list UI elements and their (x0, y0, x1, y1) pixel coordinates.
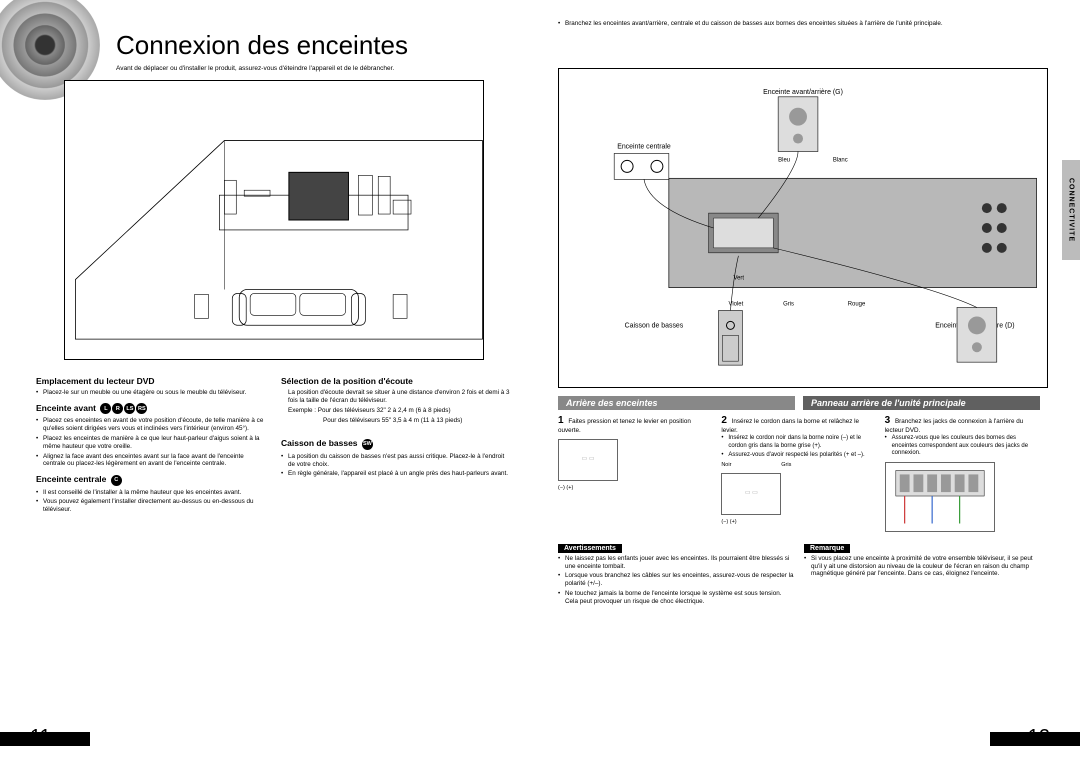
step2-figure: ▭ ▭ (721, 473, 781, 515)
center-b1: Il est conseillé de l'installer à la mêm… (36, 489, 267, 497)
front-b3: Alignez la face avant des enceintes avan… (36, 453, 267, 469)
step2-lbl: (−) (+) (721, 519, 736, 526)
banner-row: Arrière des enceintes Panneau arrière de… (558, 396, 1040, 410)
svg-text:Enceinte avant/arrière (G): Enceinte avant/arrière (G) (763, 89, 843, 96)
badge-RS: RS (136, 403, 147, 414)
step3-figure (885, 462, 995, 532)
rem-label: Remarque (804, 544, 850, 553)
badge-SW: SW (362, 439, 373, 450)
pagenum-left: 11 (30, 726, 51, 749)
step1-num: 1 (558, 415, 564, 426)
top-note: Branchez les enceintes avant/arrière, ce… (558, 20, 1040, 28)
badge-R: R (112, 403, 123, 414)
front-badges: L R LS RS (100, 403, 147, 414)
page-left: Connexion des enceintes Avant de déplace… (0, 0, 540, 763)
step3-num: 3 (885, 415, 891, 426)
badge-C: C (111, 475, 122, 486)
sect-dvd-title: Emplacement du lecteur DVD (36, 376, 267, 386)
sect-front-title: Enceinte avant L R LS RS (36, 403, 267, 414)
pagenum-right: 12 (1028, 726, 1050, 749)
sect-sub-title: Caisson de basses SW (281, 438, 512, 449)
sect-listen-title: Sélection de la position d'écoute (281, 376, 512, 386)
step1-text: Faites pression et tenez le levier en po… (558, 418, 691, 435)
sect-sub-label: Caisson de basses (281, 438, 358, 448)
step1-figure: ▭ ▭ (558, 439, 618, 481)
warn-b1: Ne laissez pas les enfants jouer avec le… (558, 555, 794, 571)
svg-text:Blanc: Blanc (833, 157, 848, 163)
badge-LS: LS (124, 403, 135, 414)
step3-text: Branchez les jacks de connexion à l'arri… (885, 418, 1024, 435)
warn-b3: Ne touchez jamais la borne de l'enceinte… (558, 590, 794, 606)
center-b2: Vous pouvez également l'installer direct… (36, 498, 267, 514)
svg-text:Vert: Vert (733, 276, 744, 282)
bottom-columns: Avertissements Ne laissez pas les enfant… (558, 540, 1040, 608)
warn-b2: Lorsque vous branchez les câbles sur les… (558, 572, 794, 588)
steps-row: 1 Faites pression et tenez le levier en … (558, 415, 1040, 536)
step-3: 3 Branchez les jacks de connexion à l'ar… (885, 415, 1040, 536)
page-title: Connexion des enceintes (116, 30, 512, 61)
left-columns: Emplacement du lecteur DVD Placez-le sur… (36, 370, 512, 516)
sect-dvd-b1: Placez-le sur un meuble ou une étagère o… (36, 389, 267, 397)
banner-rear-unit: Panneau arrière de l'unité principale (803, 396, 1040, 410)
svg-text:Enceinte centrale: Enceinte centrale (617, 143, 671, 150)
listen-p2: Exemple : Pour des téléviseurs 32" 2 à 2… (281, 407, 512, 415)
sect-center-title: Enceinte centrale C (36, 474, 267, 485)
wiring-diagram: Enceinte avant/arrière (G) Enceinte cent… (558, 68, 1048, 388)
page-right: Branchez les enceintes avant/arrière, ce… (540, 0, 1080, 763)
step2-noir: Noir (721, 462, 731, 469)
step2-num: 2 (721, 415, 727, 426)
front-b1: Placez ces enceintes en avant de votre p… (36, 417, 267, 433)
banner-rear-speakers: Arrière des enceintes (558, 396, 795, 410)
step2-b1: Insérez le cordon noir dans la borne noi… (721, 435, 876, 450)
sect-center-label: Enceinte centrale (36, 474, 106, 484)
step-1: 1 Faites pression et tenez le levier en … (558, 415, 713, 536)
side-tab: CONNECTIVITE (1062, 160, 1080, 260)
listen-p1: La position d'écoute devrait se situer à… (281, 389, 512, 405)
rem-b1: Si vous placez une enceinte à proximité … (804, 555, 1040, 579)
svg-text:Rouge: Rouge (848, 301, 866, 307)
front-b2: Placez les enceintes de manière à ce que… (36, 435, 267, 451)
warn-label: Avertissements (558, 544, 622, 553)
badge-L: L (100, 403, 111, 414)
listen-p3: Pour des téléviseurs 55" 3,5 à 4 m (11 à… (281, 417, 512, 425)
step2-b2: Assurez-vous d'avoir respecté les polari… (721, 452, 876, 460)
svg-text:Bleu: Bleu (778, 157, 790, 163)
svg-text:Gris: Gris (783, 301, 794, 307)
step-2: 2 Insérez le cordon dans la borne et rel… (721, 415, 876, 536)
step1-lbl: (−) (+) (558, 485, 573, 492)
svg-text:Caisson de basses: Caisson de basses (625, 322, 684, 329)
sub-b2: En règle générale, l'appareil est placé … (281, 470, 512, 478)
step2-gris: Gris (781, 462, 791, 469)
intro-text: Avant de déplacer ou d'installer le prod… (116, 65, 512, 72)
sub-b1: La position du caisson de basses n'est p… (281, 453, 512, 469)
step2-text: Insérez le cordon dans la borne et relâc… (721, 418, 859, 435)
room-layout-diagram (64, 80, 484, 360)
step3-b1: Assurez-vous que les couleurs des bornes… (885, 435, 1040, 458)
sect-front-label: Enceinte avant (36, 403, 96, 413)
